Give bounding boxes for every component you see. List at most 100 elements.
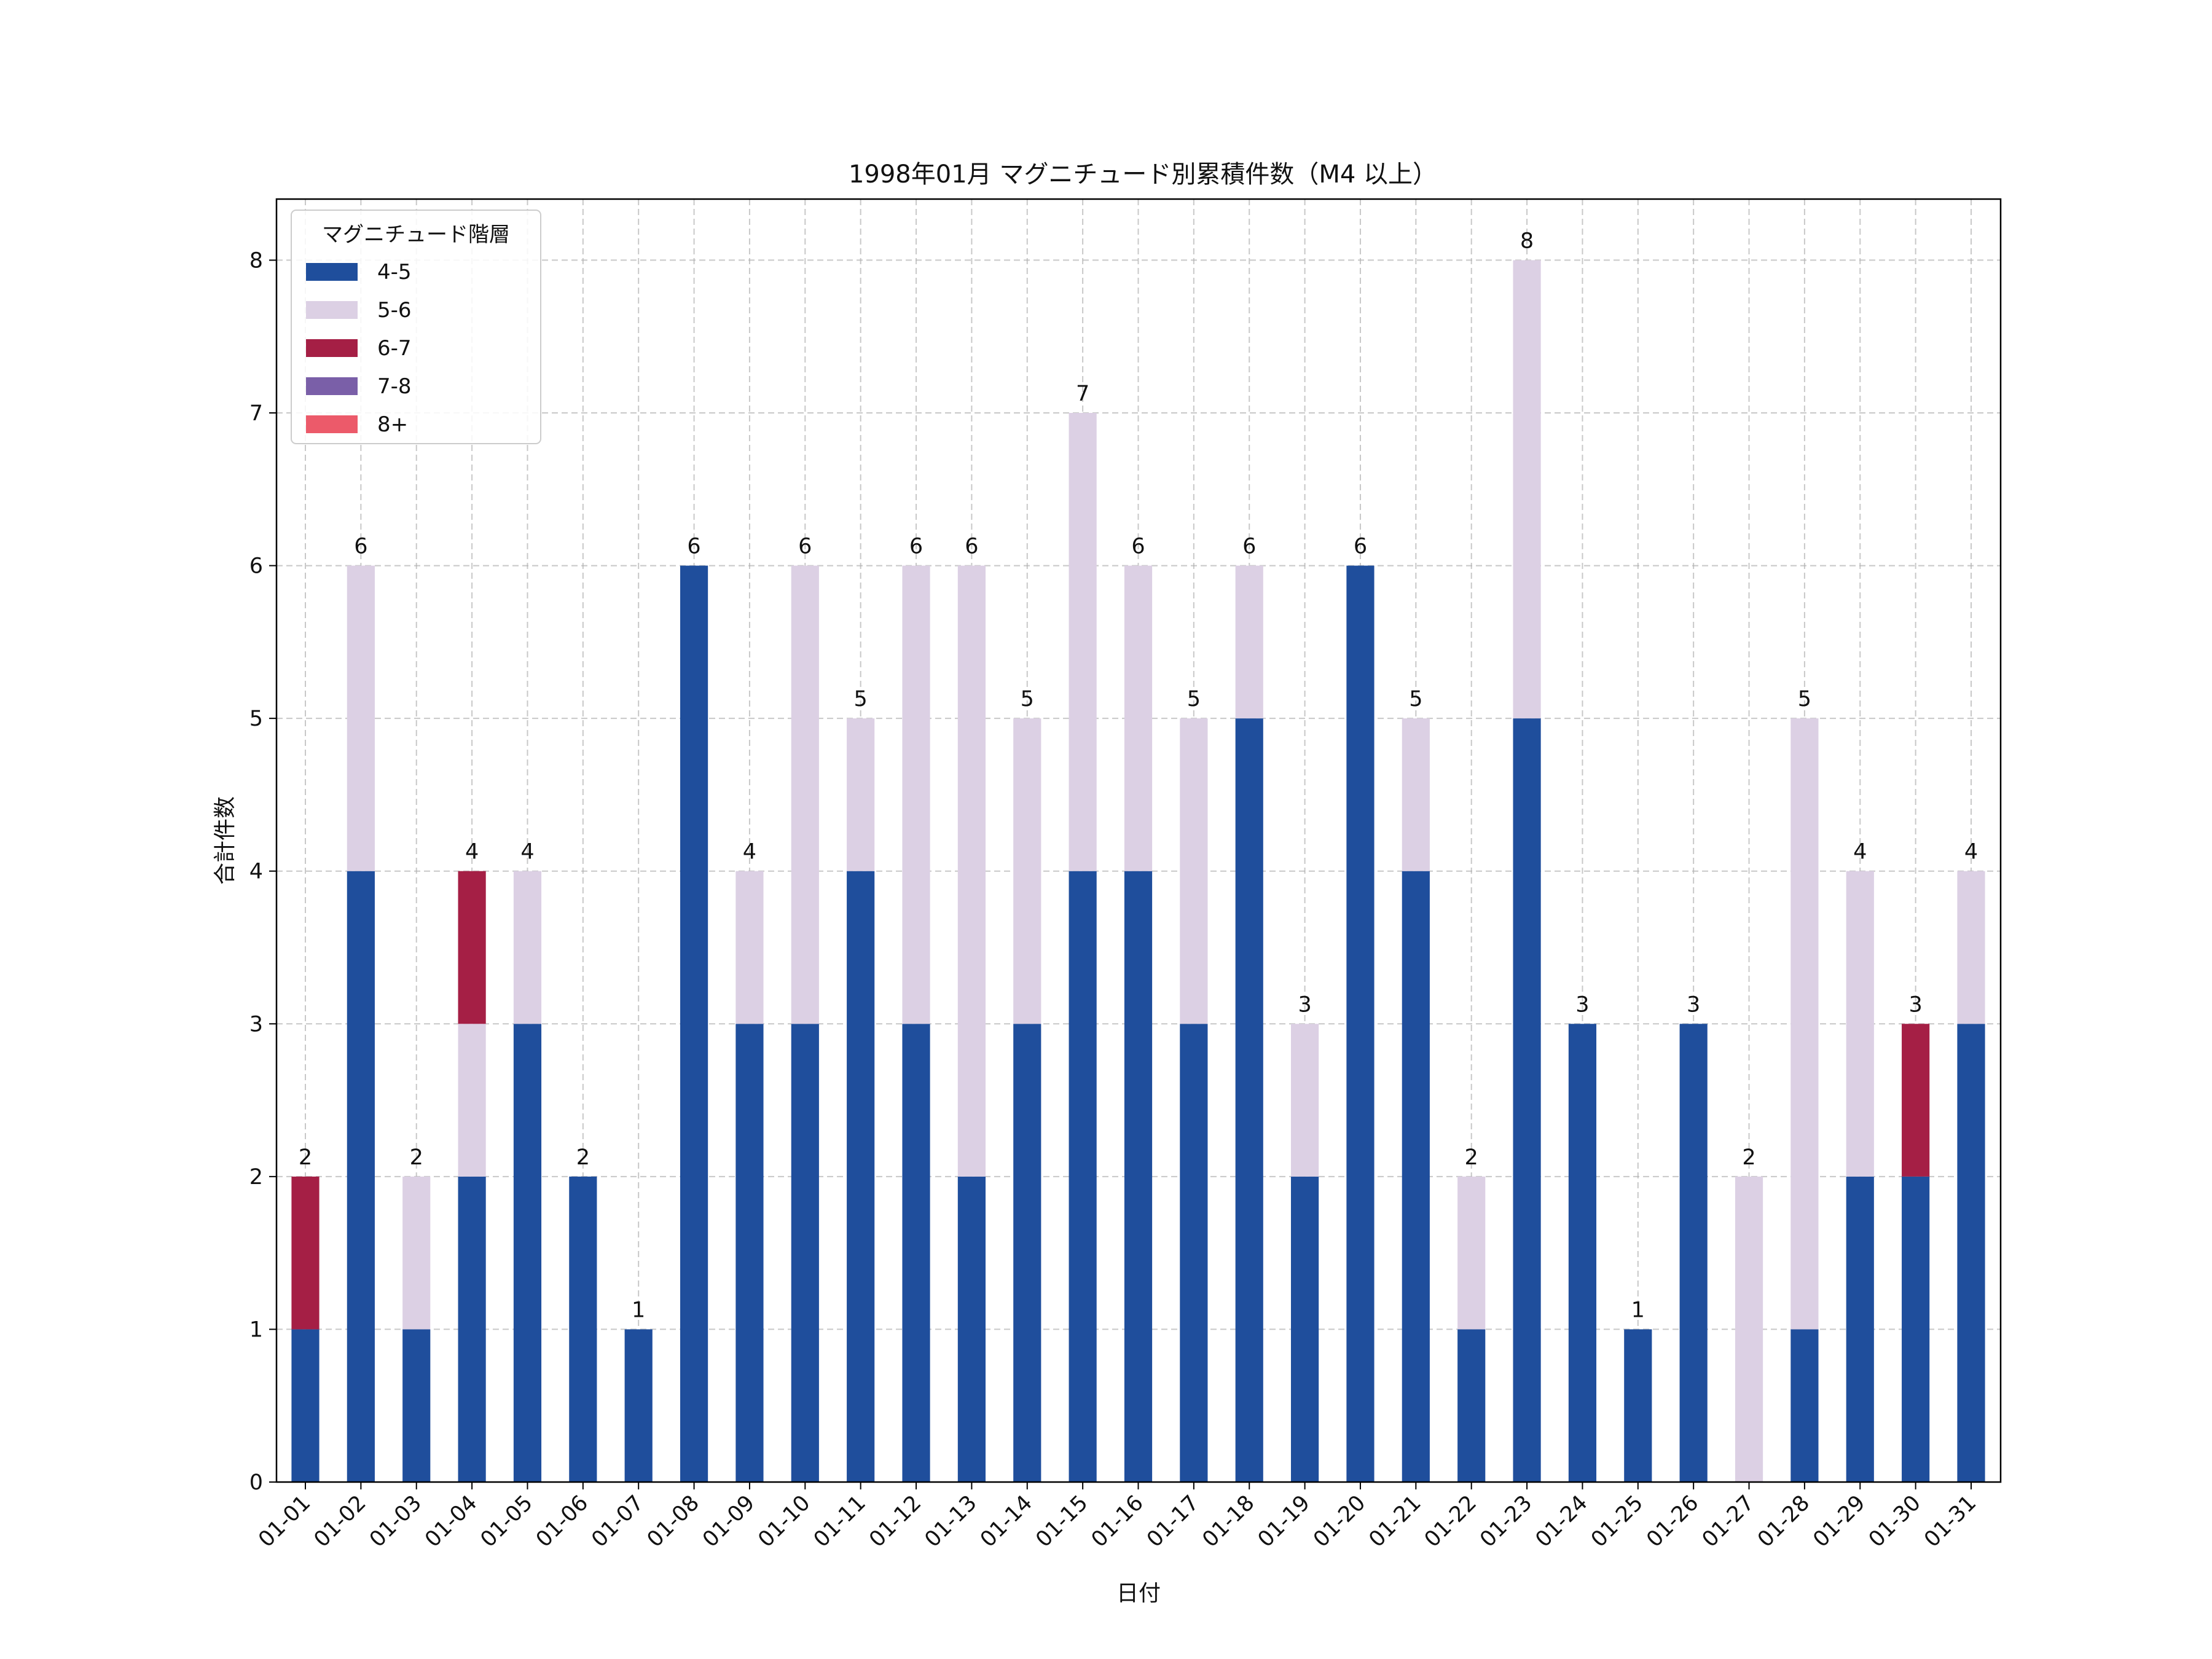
- bar-segment-5-6: [1013, 718, 1041, 1024]
- y-tick-label: 5: [249, 707, 263, 731]
- bar-segment-4-5: [957, 1176, 986, 1482]
- bar-segment-4-5: [1790, 1329, 1819, 1482]
- bar-segment-4-5: [1568, 1024, 1597, 1482]
- total-label: 6: [909, 535, 923, 559]
- bar-segment-5-6: [513, 871, 542, 1024]
- total-label: 2: [576, 1145, 590, 1170]
- y-tick-label: 7: [249, 401, 263, 426]
- legend-label: 5-6: [377, 298, 412, 323]
- bar-segment-4-5: [1124, 871, 1153, 1482]
- bar-segment-4-5: [291, 1329, 320, 1482]
- bar-segment-4-5: [624, 1329, 653, 1482]
- total-label: 6: [1242, 535, 1256, 559]
- bar-segment-5-6: [1235, 565, 1263, 719]
- bar-segment-5-6: [1790, 718, 1819, 1330]
- bar-segment-4-5: [1402, 871, 1430, 1482]
- y-tick-label: 3: [249, 1012, 263, 1037]
- bar-segment-4-5: [902, 1024, 930, 1482]
- legend-swatch: [306, 377, 358, 395]
- bar-segment-4-5: [847, 871, 875, 1482]
- y-tick-label: 1: [249, 1317, 263, 1342]
- bar-segment-4-5: [1513, 718, 1541, 1482]
- y-tick-label: 6: [249, 554, 263, 579]
- bar-segment-4-5: [1902, 1176, 1930, 1482]
- bar-segment-5-6: [1402, 718, 1430, 871]
- total-label: 5: [1798, 687, 1811, 712]
- bar-segment-5-6: [847, 718, 875, 871]
- bar-segment-4-5: [1013, 1024, 1041, 1482]
- total-label: 4: [1964, 840, 1978, 865]
- bar-segment-4-5: [1346, 565, 1375, 1482]
- y-tick-label: 0: [249, 1470, 263, 1495]
- total-label: 6: [687, 535, 700, 559]
- bar-segment-5-6: [1513, 260, 1541, 719]
- total-label: 5: [854, 687, 868, 712]
- bar-segment-4-5: [1180, 1024, 1208, 1482]
- total-label: 3: [1575, 992, 1589, 1017]
- total-label: 5: [1409, 687, 1422, 712]
- total-label: 5: [1021, 687, 1034, 712]
- bar-segment-4-5: [1457, 1329, 1486, 1482]
- bar-segment-4-5: [513, 1024, 542, 1482]
- bar-segment-4-5: [1957, 1024, 1985, 1482]
- y-axis: 0 1 2 3 4 5 6 7 8: [249, 248, 276, 1495]
- legend-swatch: [306, 263, 358, 281]
- bar-segment-5-6: [1957, 871, 1985, 1024]
- bar-segment-5-6: [1735, 1176, 1763, 1482]
- bar-segment-5-6: [957, 565, 986, 1177]
- total-label: 1: [632, 1298, 645, 1322]
- total-label: 6: [354, 535, 367, 559]
- bar-segment-4-5: [1069, 871, 1097, 1482]
- total-label: 4: [520, 840, 534, 865]
- bar-segment-6-7: [291, 1176, 320, 1330]
- bar-segment-5-6: [1069, 413, 1097, 871]
- bar-segment-5-6: [402, 1176, 431, 1330]
- total-label: 2: [410, 1145, 423, 1170]
- legend-label: 4-5: [377, 260, 412, 284]
- bar-segment-6-7: [1902, 1024, 1930, 1177]
- legend-label: 7-8: [377, 374, 412, 399]
- total-label: 6: [965, 535, 978, 559]
- total-label: 2: [1742, 1145, 1755, 1170]
- legend-title: マグニチュード階層: [322, 222, 510, 247]
- bar-segment-4-5: [1235, 718, 1263, 1482]
- total-label: 3: [1298, 992, 1311, 1017]
- x-axis-label: 日付: [1116, 1581, 1161, 1606]
- legend-label: 8+: [377, 412, 408, 437]
- bar-segment-5-6: [735, 871, 764, 1024]
- bar-segment-4-5: [791, 1024, 819, 1482]
- bar-segment-5-6: [1291, 1024, 1319, 1177]
- total-label: 6: [798, 535, 812, 559]
- y-tick-label: 8: [249, 248, 263, 273]
- bar-segment-5-6: [902, 565, 930, 1024]
- legend-swatch: [306, 339, 358, 357]
- total-label: 2: [299, 1145, 312, 1170]
- y-axis-label: 合計件数: [213, 796, 238, 885]
- total-label: 5: [1187, 687, 1201, 712]
- bar-segment-4-5: [458, 1176, 486, 1482]
- total-label: 6: [1354, 535, 1367, 559]
- total-label: 6: [1131, 535, 1145, 559]
- bar-segment-4-5: [1624, 1329, 1652, 1482]
- bar-segment-4-5: [1679, 1024, 1708, 1482]
- total-label: 8: [1520, 229, 1534, 253]
- bar-segment-5-6: [1124, 565, 1153, 871]
- value-labels: 2 6 2 4 4 2 1 6 4 6 5 6 6 5 7 6 5 6 3 6 5 2 8 3 1 3 2 5 4 3 4: [299, 229, 1978, 1322]
- y-tick-label: 4: [249, 860, 263, 884]
- total-label: 7: [1076, 382, 1089, 406]
- bar-segment-6-7: [458, 871, 486, 1024]
- bar-segment-4-5: [402, 1329, 431, 1482]
- legend: マグニチュード階層 4-5 5-6 6-7 7-8 8+: [291, 210, 541, 444]
- bar-segment-4-5: [569, 1176, 597, 1482]
- legend-label: 6-7: [377, 336, 412, 361]
- total-label: 1: [1631, 1298, 1645, 1322]
- bar-segment-4-5: [735, 1024, 764, 1482]
- bar-segment-4-5: [347, 871, 375, 1482]
- total-label: 2: [1465, 1145, 1478, 1170]
- bar-segment-5-6: [791, 565, 819, 1024]
- bar-segment-4-5: [680, 565, 708, 1482]
- bar-segment-5-6: [347, 565, 375, 871]
- legend-swatch: [306, 415, 358, 433]
- total-label: 4: [1853, 840, 1867, 865]
